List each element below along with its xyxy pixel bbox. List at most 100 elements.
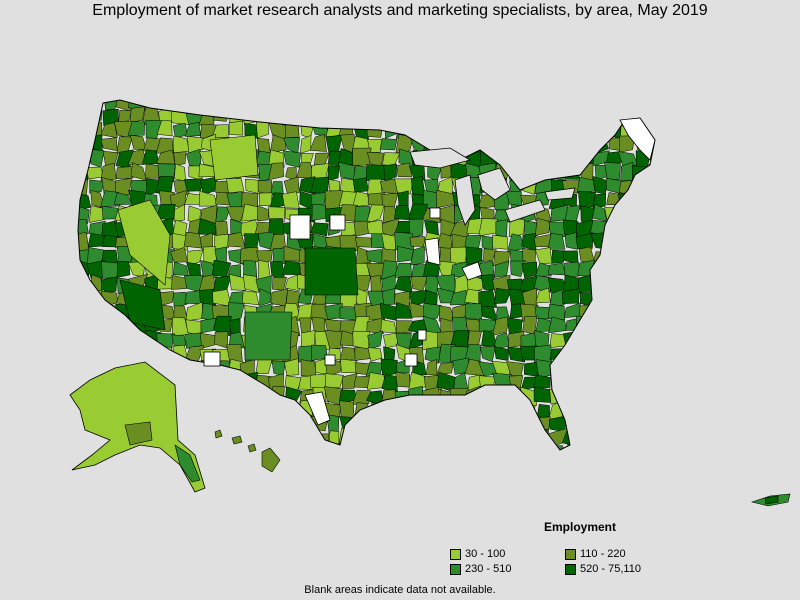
area-region bbox=[647, 358, 655, 379]
area-region bbox=[228, 120, 244, 136]
area-region bbox=[86, 358, 101, 376]
area-region bbox=[395, 134, 414, 154]
area-region bbox=[607, 288, 623, 306]
area-region bbox=[577, 134, 594, 153]
area-region bbox=[575, 232, 594, 250]
area-region bbox=[353, 430, 373, 448]
area-region bbox=[606, 359, 624, 378]
area-region bbox=[621, 405, 638, 421]
area-region bbox=[284, 403, 301, 419]
area-region bbox=[647, 442, 655, 450]
area-region bbox=[650, 385, 655, 403]
area-region bbox=[127, 349, 145, 363]
area-region bbox=[78, 205, 90, 224]
area-region bbox=[282, 150, 301, 168]
area-region bbox=[215, 100, 230, 112]
area-region bbox=[78, 288, 92, 307]
area-region bbox=[369, 109, 387, 126]
area-region bbox=[86, 302, 103, 320]
area-region bbox=[198, 109, 215, 126]
area-region bbox=[172, 358, 190, 377]
area-region bbox=[522, 147, 538, 167]
area-region bbox=[632, 276, 651, 293]
area-region bbox=[450, 246, 469, 265]
area-region bbox=[394, 403, 412, 420]
area-region bbox=[608, 428, 622, 448]
area-region bbox=[648, 278, 655, 293]
area-region bbox=[481, 138, 495, 152]
area-region bbox=[354, 100, 371, 110]
area-region bbox=[245, 178, 260, 194]
area-region bbox=[370, 275, 383, 293]
area-region bbox=[646, 264, 655, 280]
area-region bbox=[267, 414, 289, 431]
area-region bbox=[633, 179, 652, 196]
area-region bbox=[78, 431, 89, 448]
area-region bbox=[283, 176, 300, 196]
area-region bbox=[116, 260, 131, 278]
area-region bbox=[508, 428, 526, 448]
area-region bbox=[312, 100, 328, 111]
legend-label: 230 - 510 bbox=[465, 563, 512, 575]
area-region bbox=[300, 359, 317, 378]
area-region bbox=[382, 152, 401, 166]
area-region bbox=[114, 346, 131, 360]
area-region bbox=[593, 251, 610, 266]
area-region bbox=[129, 134, 147, 150]
area-region bbox=[259, 288, 272, 307]
area-region bbox=[535, 247, 553, 264]
area-region bbox=[505, 121, 527, 140]
area-region bbox=[564, 123, 582, 137]
area-region bbox=[103, 100, 120, 111]
area-region bbox=[606, 108, 622, 126]
area-region bbox=[200, 333, 217, 349]
area-region bbox=[272, 277, 287, 291]
area-region bbox=[173, 203, 185, 223]
area-region bbox=[521, 428, 536, 446]
area-region bbox=[422, 429, 438, 445]
area-region bbox=[100, 162, 117, 182]
area-region bbox=[590, 430, 610, 448]
area-region bbox=[282, 191, 300, 209]
area-region bbox=[310, 222, 329, 237]
area-region bbox=[648, 220, 655, 238]
area-region bbox=[340, 443, 356, 450]
area-region bbox=[241, 290, 260, 306]
area-region bbox=[282, 260, 301, 275]
area-region bbox=[78, 124, 92, 139]
area-region bbox=[534, 133, 552, 153]
area-region bbox=[383, 416, 396, 435]
area-region bbox=[100, 137, 118, 152]
area-region bbox=[282, 441, 302, 450]
no-data-areas bbox=[203, 117, 656, 426]
area-region bbox=[383, 105, 400, 125]
area-region bbox=[505, 134, 523, 150]
area-region bbox=[507, 347, 525, 363]
area-region bbox=[617, 245, 638, 261]
area-region bbox=[256, 137, 271, 154]
area-region bbox=[439, 445, 453, 450]
area-region bbox=[296, 108, 312, 123]
area-region bbox=[78, 344, 89, 362]
area-region bbox=[477, 107, 496, 126]
area-region bbox=[213, 315, 232, 337]
area-region bbox=[575, 315, 593, 335]
area-region bbox=[185, 362, 202, 377]
area-region bbox=[351, 390, 371, 405]
area-region bbox=[118, 110, 132, 125]
area-region bbox=[521, 261, 538, 279]
area-region bbox=[355, 236, 372, 248]
area-region bbox=[102, 345, 116, 365]
area-region bbox=[592, 320, 609, 336]
area-region bbox=[408, 119, 428, 138]
area-region bbox=[524, 361, 539, 377]
area-region bbox=[367, 414, 387, 432]
area-region bbox=[78, 359, 91, 378]
area-region bbox=[171, 100, 189, 111]
area-region bbox=[253, 430, 273, 448]
area-region bbox=[506, 441, 524, 450]
area-region bbox=[494, 260, 510, 278]
area-region bbox=[127, 121, 145, 136]
area-region bbox=[423, 108, 441, 126]
area-region bbox=[311, 203, 328, 221]
